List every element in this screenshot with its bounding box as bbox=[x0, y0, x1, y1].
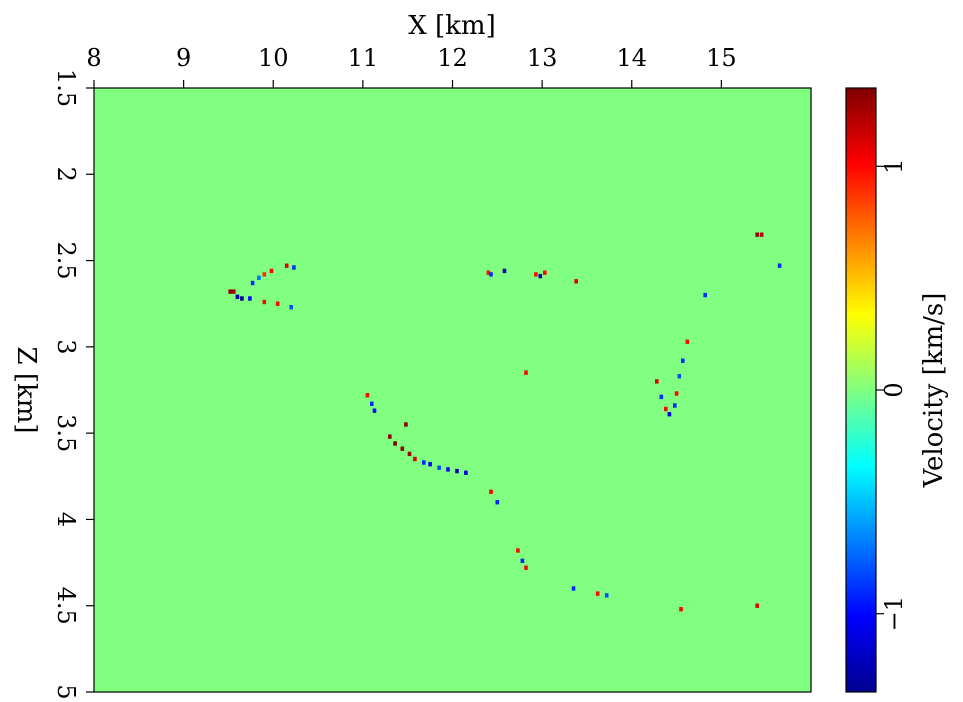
anomaly-point-30 bbox=[667, 412, 672, 417]
x-tick-label-1: 9 bbox=[176, 44, 191, 72]
anomaly-point-12 bbox=[275, 301, 280, 306]
y-tick-label-6: 4.5 bbox=[52, 587, 80, 625]
anomaly-point-43 bbox=[413, 456, 417, 462]
anomaly-point-42 bbox=[407, 451, 412, 457]
anomaly-point-6 bbox=[257, 275, 261, 280]
colorbar bbox=[845, 87, 877, 693]
anomaly-point-0 bbox=[228, 289, 232, 294]
colorbar-tick-label-2: 1 bbox=[880, 159, 908, 174]
x-tick-label-2: 10 bbox=[258, 44, 289, 72]
y-tick-label-7: 5 bbox=[52, 684, 80, 699]
y-tick-label-0: 1.5 bbox=[52, 69, 80, 107]
anomaly-point-31 bbox=[664, 406, 668, 412]
anomaly-point-27 bbox=[677, 374, 682, 379]
anomaly-point-17 bbox=[534, 272, 538, 277]
anomaly-point-38 bbox=[404, 422, 408, 427]
anomaly-point-1 bbox=[232, 289, 236, 294]
anomaly-point-50 bbox=[489, 489, 493, 494]
plot-area bbox=[94, 88, 811, 692]
anomaly-point-37 bbox=[372, 408, 377, 413]
anomaly-point-39 bbox=[388, 434, 392, 439]
x-tick-label-5: 13 bbox=[527, 44, 558, 72]
x-tick-label-4: 12 bbox=[437, 44, 468, 72]
anomaly-point-2 bbox=[235, 294, 240, 299]
anomaly-point-5 bbox=[250, 280, 255, 286]
y-tick-label-2: 2.5 bbox=[52, 241, 80, 279]
x-tick-label-3: 11 bbox=[348, 44, 379, 72]
y-axis-label: Z [km] bbox=[11, 346, 41, 433]
anomaly-point-16 bbox=[502, 268, 507, 274]
anomaly-point-21 bbox=[755, 232, 759, 237]
anomaly-point-15 bbox=[489, 272, 493, 277]
anomaly-point-8 bbox=[269, 268, 274, 274]
anomaly-point-29 bbox=[673, 403, 677, 408]
anomaly-point-56 bbox=[595, 591, 600, 596]
x-tick-label-6: 14 bbox=[616, 44, 647, 72]
y-tick-label-4: 3.5 bbox=[52, 414, 80, 452]
y-tick-label-3: 3 bbox=[52, 339, 80, 354]
anomaly-point-3 bbox=[240, 296, 244, 301]
anomaly-point-54 bbox=[524, 565, 528, 570]
anomaly-point-40 bbox=[393, 441, 397, 446]
x-tick-label-7: 15 bbox=[706, 44, 737, 72]
anomaly-point-52 bbox=[516, 548, 520, 553]
anomaly-point-28 bbox=[674, 391, 679, 396]
anomaly-point-24 bbox=[703, 292, 707, 298]
anomaly-point-10 bbox=[292, 265, 296, 270]
anomaly-point-34 bbox=[524, 370, 528, 375]
y-axis-ticks: 1.5 2 2.5 3 3.5 4 4.5 5 bbox=[52, 69, 94, 700]
x-axis-label: X [km] bbox=[408, 11, 495, 41]
anomaly-point-11 bbox=[262, 299, 267, 305]
anomaly-point-47 bbox=[446, 467, 450, 472]
anomaly-point-58 bbox=[679, 607, 683, 612]
anomaly-point-22 bbox=[759, 232, 764, 237]
x-axis-ticks: 8 9 10 11 12 13 14 15 bbox=[86, 44, 737, 88]
anomaly-point-46 bbox=[437, 465, 441, 470]
anomaly-point-23 bbox=[777, 263, 782, 268]
anomaly-point-49 bbox=[464, 470, 468, 475]
anomaly-point-45 bbox=[428, 462, 432, 467]
y-tick-label-1: 2 bbox=[52, 167, 80, 182]
anomaly-point-13 bbox=[289, 305, 293, 310]
colorbar-tick-label-0: −1 bbox=[880, 596, 908, 631]
anomaly-point-59 bbox=[755, 603, 759, 608]
anomaly-point-44 bbox=[422, 460, 426, 465]
anomaly-point-14 bbox=[486, 270, 491, 275]
anomaly-point-53 bbox=[520, 558, 525, 563]
colorbar-ticks: −1 0 1 bbox=[876, 159, 908, 631]
anomaly-point-33 bbox=[655, 379, 659, 384]
anomaly-point-36 bbox=[370, 401, 374, 406]
anomaly-point-19 bbox=[543, 270, 547, 275]
anomaly-point-35 bbox=[365, 393, 370, 398]
anomaly-point-9 bbox=[284, 263, 289, 268]
x-tick-label-0: 8 bbox=[86, 44, 101, 72]
anomaly-point-18 bbox=[538, 273, 543, 279]
colorbar-label: Velocity [km/s] bbox=[919, 293, 949, 489]
anomaly-point-26 bbox=[681, 358, 685, 363]
anomaly-point-20 bbox=[574, 279, 578, 284]
anomaly-point-57 bbox=[604, 593, 609, 598]
anomaly-point-32 bbox=[659, 394, 664, 400]
anomaly-point-51 bbox=[495, 500, 500, 505]
anomaly-point-25 bbox=[685, 339, 690, 344]
velocity-anomalies bbox=[228, 232, 782, 612]
anomaly-point-41 bbox=[400, 446, 405, 451]
colorbar-tick-label-1: 0 bbox=[880, 382, 908, 397]
anomaly-point-7 bbox=[262, 272, 267, 277]
anomaly-point-48 bbox=[455, 468, 459, 474]
y-tick-label-5: 4 bbox=[52, 512, 80, 527]
anomaly-point-55 bbox=[571, 586, 576, 591]
anomaly-point-4 bbox=[248, 296, 252, 301]
